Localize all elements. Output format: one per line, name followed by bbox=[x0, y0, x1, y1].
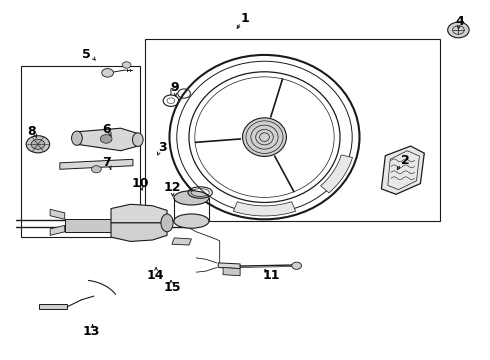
Text: 9: 9 bbox=[170, 81, 179, 94]
Polygon shape bbox=[111, 204, 167, 223]
Ellipse shape bbox=[132, 133, 143, 147]
Polygon shape bbox=[77, 128, 138, 151]
Polygon shape bbox=[111, 223, 167, 242]
Text: 15: 15 bbox=[163, 282, 181, 294]
Ellipse shape bbox=[174, 214, 209, 228]
Circle shape bbox=[100, 135, 112, 143]
Circle shape bbox=[122, 62, 131, 68]
Polygon shape bbox=[65, 219, 111, 232]
Polygon shape bbox=[218, 263, 240, 269]
Text: 10: 10 bbox=[131, 177, 149, 190]
Ellipse shape bbox=[161, 214, 173, 232]
Text: 8: 8 bbox=[27, 125, 36, 138]
Polygon shape bbox=[320, 155, 352, 193]
Ellipse shape bbox=[174, 191, 209, 205]
Text: 5: 5 bbox=[82, 48, 91, 61]
Text: 11: 11 bbox=[263, 269, 281, 282]
Text: 14: 14 bbox=[146, 269, 164, 282]
Text: 4: 4 bbox=[455, 14, 464, 27]
Text: 2: 2 bbox=[401, 154, 410, 167]
Polygon shape bbox=[50, 209, 65, 219]
Polygon shape bbox=[223, 267, 240, 276]
Text: 6: 6 bbox=[102, 123, 110, 136]
Polygon shape bbox=[172, 238, 192, 245]
Circle shape bbox=[26, 136, 49, 153]
Circle shape bbox=[31, 139, 45, 149]
Ellipse shape bbox=[72, 131, 82, 145]
Circle shape bbox=[102, 68, 114, 77]
Circle shape bbox=[92, 166, 101, 173]
Polygon shape bbox=[233, 202, 295, 216]
Text: 7: 7 bbox=[102, 156, 111, 169]
Text: 13: 13 bbox=[83, 325, 100, 338]
Text: 1: 1 bbox=[241, 12, 249, 25]
Polygon shape bbox=[60, 159, 133, 169]
Polygon shape bbox=[381, 146, 424, 194]
Polygon shape bbox=[39, 304, 67, 309]
Polygon shape bbox=[50, 225, 65, 235]
Circle shape bbox=[292, 262, 301, 269]
Text: 12: 12 bbox=[163, 181, 181, 194]
Text: 3: 3 bbox=[158, 141, 167, 154]
Circle shape bbox=[448, 22, 469, 38]
Ellipse shape bbox=[243, 118, 287, 157]
